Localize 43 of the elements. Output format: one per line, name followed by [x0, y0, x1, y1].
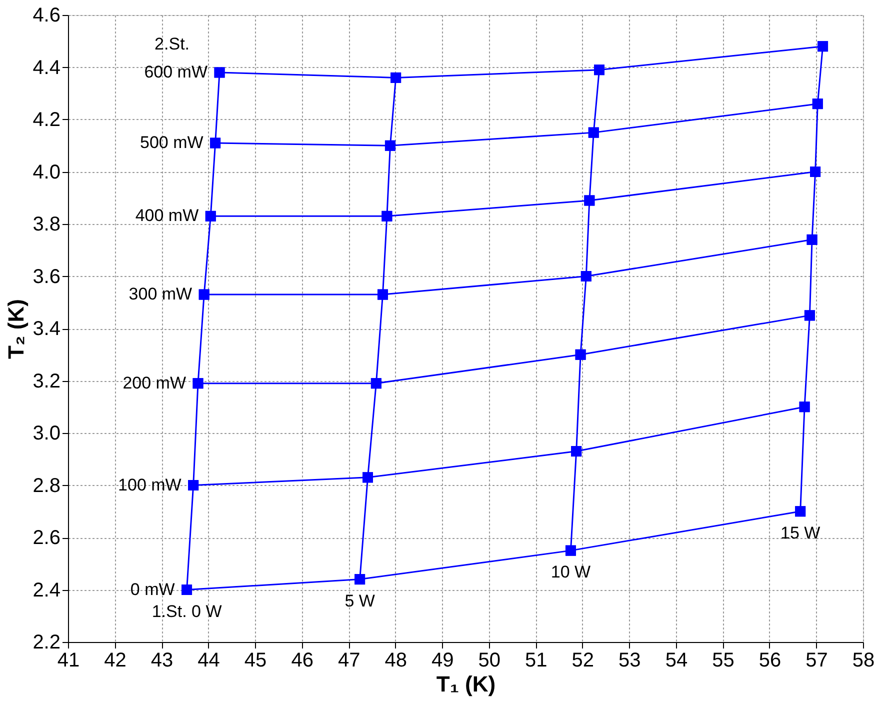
x-tick-label: 47 — [338, 650, 360, 672]
annotation: 15 W — [780, 523, 820, 542]
annotation: 200 mW — [122, 373, 186, 392]
x-tick-label: 55 — [712, 650, 734, 672]
x-tick-label: 45 — [244, 650, 267, 672]
x-tick-label: 52 — [572, 650, 594, 672]
y-tick-label: 2.4 — [32, 579, 60, 602]
y-tick-label: 3.0 — [32, 422, 60, 444]
annotation: 10 W — [550, 562, 591, 582]
x-tick-label: 53 — [618, 650, 641, 672]
y-tick-label: 3.8 — [32, 214, 60, 236]
annotation: 0 mW — [130, 580, 175, 599]
y-axis-title: T₂ (K) — [4, 299, 29, 359]
x-tick-label: 49 — [431, 650, 454, 672]
x-tick-label: 42 — [104, 650, 126, 672]
y-tick-label: 2.6 — [32, 527, 60, 549]
x-tick-label: 46 — [291, 650, 314, 672]
x-tick-label: 48 — [384, 650, 407, 672]
x-tick-label: 50 — [478, 650, 501, 672]
y-tick-label: 3.2 — [32, 370, 60, 392]
x-tick-label: 56 — [758, 650, 782, 672]
y-tick-label: 4.0 — [32, 161, 60, 184]
x-tick-label: 58 — [852, 650, 875, 672]
x-tick-label: 43 — [150, 650, 174, 672]
annotation: 5 W — [344, 591, 375, 610]
annotation: 600 mW — [144, 62, 208, 82]
annotation: 1.St. 0 W — [152, 602, 222, 621]
annotation: 100 mW — [118, 475, 182, 494]
y-tick-label: 2.8 — [32, 474, 60, 497]
y-tick-label: 4.6 — [32, 4, 60, 26]
annotation: 400 mW — [135, 206, 199, 226]
annotation: 300 mW — [128, 284, 192, 304]
y-tick-label: 4.2 — [32, 109, 60, 131]
x-axis-title: T₁ (K) — [436, 672, 496, 696]
x-tick-label: 54 — [665, 650, 688, 672]
x-tick-label: 51 — [525, 650, 548, 672]
y-tick-label: 3.6 — [32, 266, 60, 288]
annotation: 500 mW — [140, 133, 204, 152]
annotation: 2.St. — [154, 34, 190, 54]
y-tick-label: 4.4 — [32, 56, 60, 79]
x-tick-label: 44 — [198, 650, 220, 672]
y-tick-label: 3.4 — [32, 318, 60, 340]
x-tick-label: 57 — [806, 650, 828, 672]
